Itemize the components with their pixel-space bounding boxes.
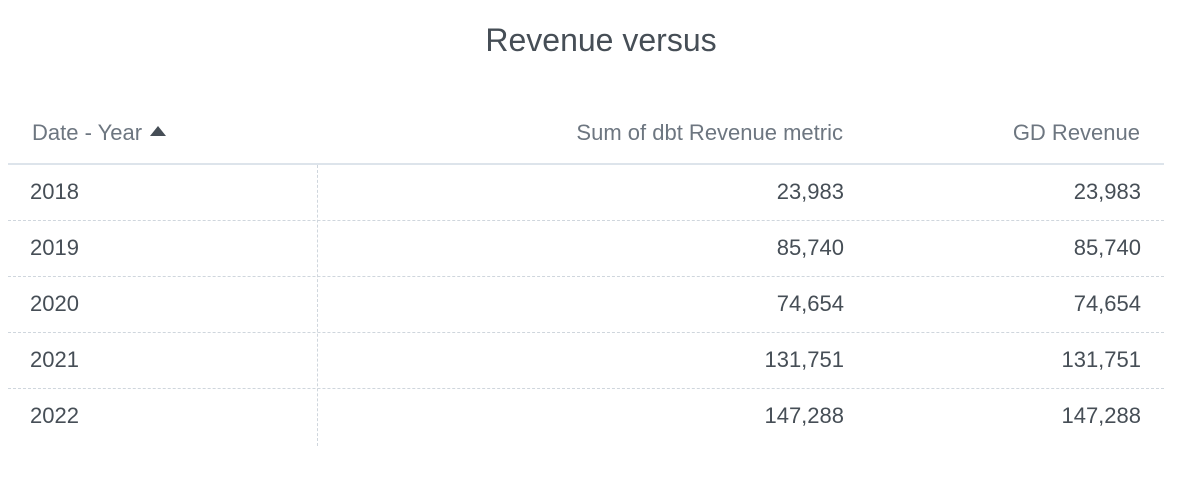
table-row: 2022 147,288 147,288 <box>8 389 1164 444</box>
cell-dbt-revenue: 74,654 <box>776 291 844 316</box>
cell-year: 2022 <box>30 403 79 428</box>
column-header-dbt-revenue[interactable]: Sum of dbt Revenue metric <box>576 120 843 145</box>
cell-gd-revenue: 74,654 <box>1073 291 1141 316</box>
cell-year: 2018 <box>30 179 79 204</box>
table-row: 2021 131,751 131,751 <box>8 333 1164 389</box>
cell-gd-revenue: 147,288 <box>1061 403 1141 428</box>
column-header-label: Date - Year <box>32 120 143 145</box>
widget-title: Revenue versus <box>485 22 717 58</box>
cell-year: 2020 <box>30 291 79 316</box>
cell-dbt-revenue: 23,983 <box>776 179 844 204</box>
table-row: 2019 85,740 85,740 <box>8 221 1164 277</box>
cell-dbt-revenue: 131,751 <box>764 347 844 372</box>
cell-dbt-revenue: 85,740 <box>776 235 844 260</box>
table-body: 2018 23,983 23,983 2019 85,740 85,740 20… <box>8 165 1164 446</box>
cell-gd-revenue: 131,751 <box>1061 347 1141 372</box>
cell-year: 2019 <box>30 235 79 260</box>
cell-year: 2021 <box>30 347 79 372</box>
cell-gd-revenue: 85,740 <box>1073 235 1141 260</box>
table-row: 2018 23,983 23,983 <box>8 165 1164 221</box>
column-divider <box>317 165 318 446</box>
table-row: 2020 74,654 74,654 <box>8 277 1164 333</box>
sort-ascending-icon[interactable] <box>150 126 167 136</box>
table-header: Date - Year Sum of dbt Revenue metric GD… <box>8 106 1164 165</box>
column-header-gd-revenue[interactable]: GD Revenue <box>1012 120 1140 145</box>
cell-gd-revenue: 23,983 <box>1073 179 1141 204</box>
pivot-table: Date - Year Sum of dbt Revenue metric GD… <box>8 106 1164 446</box>
column-header-date-year[interactable]: Date - Year <box>32 118 167 148</box>
cell-dbt-revenue: 147,288 <box>764 403 844 428</box>
